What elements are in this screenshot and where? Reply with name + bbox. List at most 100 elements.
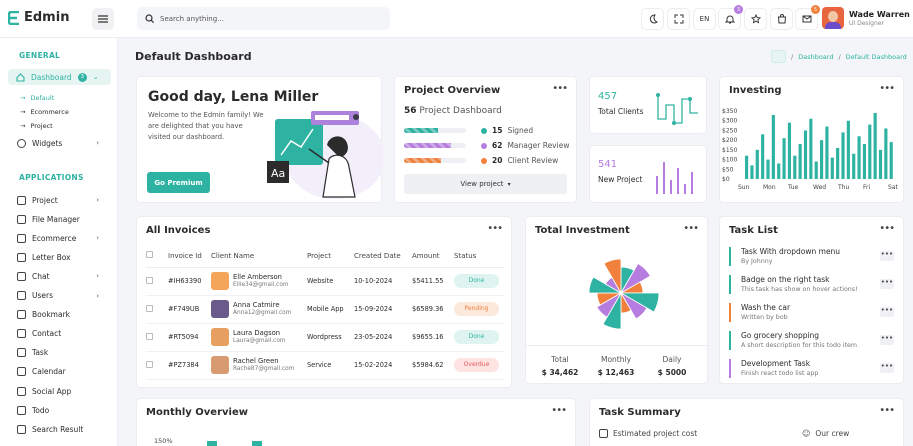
- app-icon: [17, 291, 26, 300]
- date-cell: 23-05-2024: [354, 323, 412, 352]
- sidebar-item-social-app[interactable]: Social App: [17, 383, 113, 399]
- view-project-button[interactable]: View project ▾: [404, 174, 567, 194]
- logo-text: Edmin: [24, 10, 70, 25]
- sidebar-item-letter-box[interactable]: Letter Box: [17, 249, 113, 265]
- bar: [889, 142, 893, 179]
- sidebar-sub-ecommerce[interactable]: → Ecommerce: [20, 108, 69, 116]
- sidebar-item-task[interactable]: Task: [17, 345, 113, 361]
- sidebar-sub-default[interactable]: → Default: [20, 94, 55, 102]
- notification-button[interactable]: 3: [718, 5, 743, 30]
- investing-card: Investing ••• $350 $300 $250 $200 $150 $100 $5…: [719, 76, 904, 203]
- greeting: Good day, Lena Miller: [148, 89, 319, 105]
- dark-mode-button[interactable]: [641, 8, 664, 30]
- select-all-checkbox[interactable]: [146, 251, 153, 259]
- sidebar-sub-project[interactable]: → Project: [20, 122, 53, 130]
- sidebar-item-users[interactable]: Users ›: [17, 288, 113, 304]
- task-item[interactable]: Task With dropdown menu By Johnny: [729, 247, 899, 266]
- sidebar-item-chat[interactable]: Chat ›: [17, 268, 113, 284]
- total-clients-label: Total Clients: [598, 107, 644, 116]
- user-name: Wade Warren: [849, 9, 910, 19]
- chevron-down-icon: ⌄: [92, 73, 99, 81]
- table-row[interactable]: #PZ7384 Rachel Green Rache87@gmail.com Serv…: [146, 351, 504, 380]
- bar: [841, 132, 845, 179]
- user-role: UI Designer: [849, 19, 884, 27]
- task-options-button[interactable]: •••: [880, 307, 894, 317]
- sidebar-item-dashboard[interactable]: Dashboard 3 ⌄: [8, 69, 111, 85]
- sidebar-item-file-manager[interactable]: File Manager: [17, 211, 113, 227]
- card-title: Task Summary: [599, 407, 681, 418]
- client-avatar: [211, 328, 229, 346]
- bar: [814, 161, 818, 179]
- fullscreen-button[interactable]: [667, 8, 690, 30]
- task-item[interactable]: Wash the car Written by bob: [729, 303, 899, 322]
- task-options-button[interactable]: •••: [880, 251, 894, 261]
- more-options-icon[interactable]: •••: [552, 83, 568, 94]
- task-options-button[interactable]: •••: [880, 335, 894, 345]
- project-overview-card: Project Overview ••• 56 Project Dashboar…: [394, 76, 577, 203]
- row-checkbox[interactable]: [146, 304, 153, 312]
- more-options-icon[interactable]: •••: [487, 223, 503, 234]
- row-checkbox[interactable]: [146, 332, 153, 340]
- sidebar-item-widgets[interactable]: Widgets ›: [17, 135, 113, 151]
- language-button[interactable]: EN: [693, 8, 716, 30]
- favorites-button[interactable]: [744, 8, 767, 30]
- bar: [782, 138, 786, 179]
- project-status-row: 20 Client Review: [481, 156, 558, 165]
- messages-button[interactable]: 5: [795, 5, 820, 30]
- card-title: Monthly Overview: [146, 407, 248, 418]
- row-checkbox[interactable]: [146, 276, 153, 284]
- task-list-card: Task List ••• Task With dropdown menu By …: [719, 216, 904, 384]
- search-input[interactable]: [160, 14, 360, 23]
- notification-badge: 3: [734, 5, 743, 14]
- more-options-icon[interactable]: •••: [683, 223, 699, 234]
- sidebar-item-search-result[interactable]: Search Result: [17, 421, 113, 437]
- column-header: Project: [307, 245, 354, 268]
- avatar: [822, 7, 844, 29]
- star-icon: [750, 14, 761, 24]
- invoices-table: Invoice Id Client Name Project Created Date…: [146, 245, 504, 380]
- search-bar[interactable]: [137, 7, 390, 30]
- table-row[interactable]: #F749UB Anna Catmire Anna12@gmail.com Mobil…: [146, 295, 504, 324]
- sidebar-item-calendar[interactable]: Calendar: [17, 364, 113, 380]
- task-options-button[interactable]: •••: [880, 363, 894, 373]
- logo[interactable]: Edmin: [8, 10, 69, 25]
- sidebar-item-ecommerce[interactable]: Ecommerce ›: [17, 230, 113, 246]
- sidebar-item-contact[interactable]: Contact: [17, 326, 113, 342]
- bar: [873, 112, 877, 179]
- status-badge: Overdue: [454, 358, 499, 372]
- row-checkbox[interactable]: [146, 360, 153, 368]
- go-premium-button[interactable]: Go Premium: [147, 172, 210, 193]
- messages-badge: 5: [811, 5, 820, 14]
- more-options-icon[interactable]: •••: [879, 83, 895, 94]
- task-options-button[interactable]: •••: [880, 279, 894, 289]
- clients-sparkline: [656, 93, 698, 125]
- breadcrumb-dashboard[interactable]: Dashboard: [798, 52, 834, 61]
- amount-cell: $5411.55: [412, 267, 454, 296]
- menu-toggle-button[interactable]: [92, 8, 114, 30]
- more-options-icon[interactable]: •••: [879, 405, 895, 416]
- app-icon: [17, 195, 26, 205]
- sidebar-item-project[interactable]: Project ›: [17, 192, 113, 208]
- breadcrumb-home-icon[interactable]: [771, 50, 786, 63]
- more-options-icon[interactable]: •••: [551, 405, 567, 416]
- table-row[interactable]: #RT5094 Laura Dagson Laura@gmail.com Wordpr…: [146, 323, 504, 352]
- user-profile[interactable]: Wade Warren UI Designer: [822, 7, 910, 29]
- table-row[interactable]: #IH63390 Elle Amberson Ellie34@gmail.com We…: [146, 267, 504, 296]
- sidebar-item-bookmark[interactable]: Bookmark: [17, 307, 113, 323]
- column-header: Created Date: [354, 245, 412, 268]
- rose-slice: [602, 291, 622, 330]
- sidebar-item-todo[interactable]: Todo: [17, 402, 113, 418]
- task-item[interactable]: Development Task Finish react todo list a…: [729, 359, 899, 378]
- y-tick-label: $300: [722, 118, 737, 125]
- moon-icon: [649, 14, 658, 24]
- arrow-right-icon: →: [20, 108, 26, 116]
- progress-bar: [404, 128, 466, 133]
- task-item[interactable]: Badge on the right task This task has sho…: [729, 275, 899, 294]
- project-count: 56 Project Dashboard: [404, 106, 502, 116]
- progress-bar: [404, 158, 466, 163]
- task-item[interactable]: Go grocery shopping A short description f…: [729, 331, 899, 350]
- app-icon: [17, 252, 26, 262]
- more-options-icon[interactable]: •••: [879, 223, 895, 234]
- cart-button[interactable]: [770, 8, 793, 30]
- client-cell: Laura Dagson Laura@gmail.com: [211, 323, 307, 352]
